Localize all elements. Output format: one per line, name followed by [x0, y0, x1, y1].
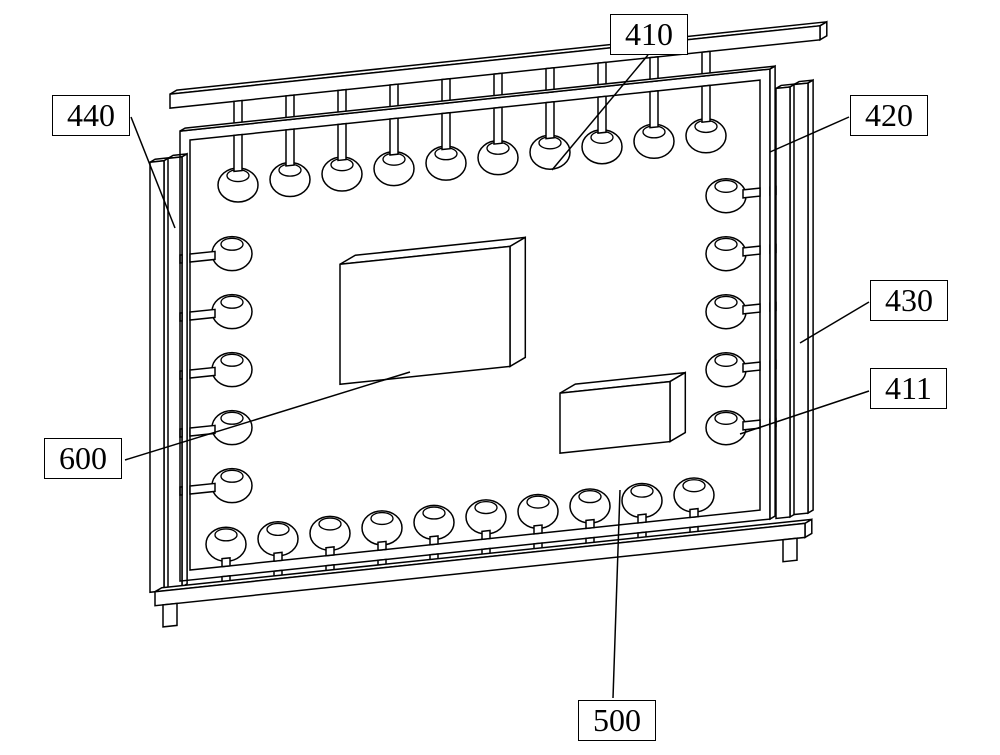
rail-right_inner [776, 84, 795, 518]
rail-right_outer [794, 80, 813, 514]
rail-left_outer [150, 158, 169, 592]
callout-label-600: 600 [44, 438, 122, 479]
assembly [150, 22, 827, 627]
callout-label-410: 410 [610, 14, 688, 55]
diagram-canvas: 410 420 430 411 440 500 600 [0, 0, 1000, 755]
callout-label-430: 430 [870, 280, 948, 321]
callout-label-420: 420 [850, 95, 928, 136]
chip-600 [340, 237, 525, 384]
callout-label-500: 500 [578, 700, 656, 741]
callout-label-411: 411 [870, 368, 947, 409]
callout-label-440: 440 [52, 95, 130, 136]
chip-500 [560, 373, 685, 454]
